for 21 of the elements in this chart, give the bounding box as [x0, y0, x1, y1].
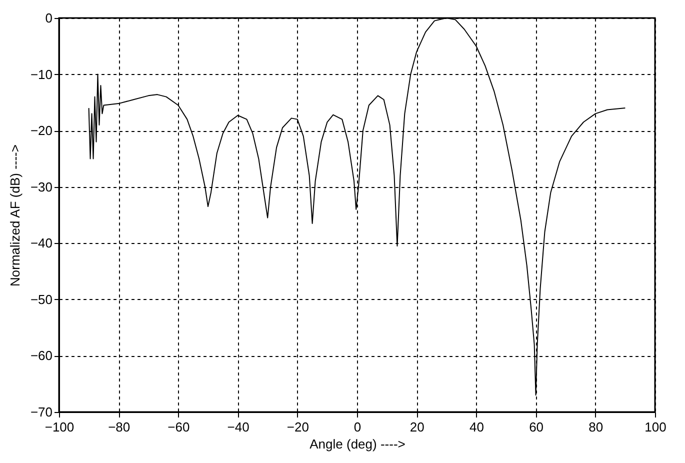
x-tick-label: 100 [644, 420, 666, 434]
x-axis-title: Angle (deg) ----> [310, 436, 406, 452]
x-tick-label: 60 [529, 420, 544, 434]
x-tick-label: 80 [588, 420, 604, 434]
x-tick-label: −80 [108, 420, 130, 434]
x-tick-label: −100 [44, 420, 74, 434]
y-tick-label: −10 [30, 66, 52, 82]
y-tick-label: −20 [30, 123, 52, 138]
y-tick-label: −50 [30, 292, 52, 307]
x-tick-label: 20 [410, 420, 424, 434]
y-tick-label: −40 [30, 236, 52, 251]
y-axis-title: Normalized AF (dB) ----> [7, 144, 22, 286]
y-tick-label: −70 [30, 404, 52, 420]
x-tick-label: 0 [354, 420, 362, 434]
y-tick-label: −60 [30, 348, 52, 364]
x-tick-label: 40 [469, 420, 484, 434]
y-tick-label: −30 [30, 179, 52, 194]
x-tick-label: −40 [227, 420, 250, 434]
y-tick-label: 0 [45, 10, 52, 26]
x-tick-label: −60 [168, 420, 190, 434]
x-tick-label: −20 [286, 420, 309, 434]
